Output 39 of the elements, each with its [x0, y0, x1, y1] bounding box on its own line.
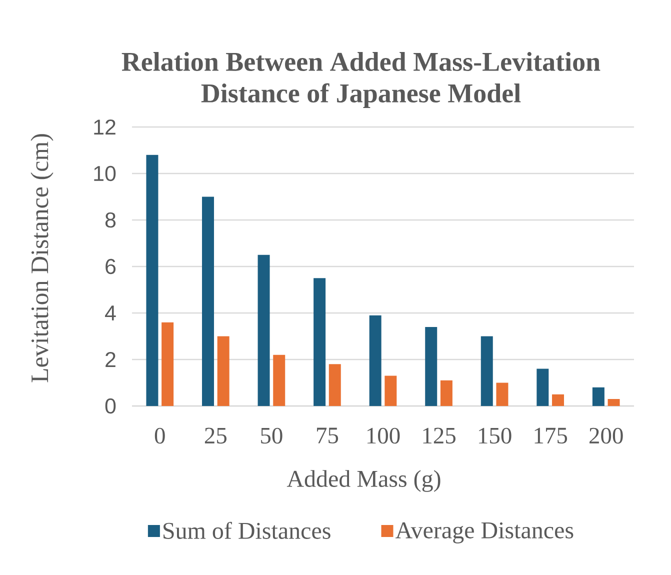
bar: [440, 380, 452, 406]
y-tick-label: 2: [106, 352, 116, 368]
x-tick-label: 150: [479, 428, 512, 444]
bar: [592, 387, 604, 406]
x-tick-label: 0: [154, 428, 165, 444]
x-tick-label: 175: [534, 428, 568, 444]
bar: [217, 336, 230, 406]
y-tick-label: 12: [94, 120, 116, 135]
chart-title: Relation Between Added Mass-Levitation Distance of Japanese Model: [122, 52, 600, 108]
x-tick-label: 100: [367, 428, 400, 444]
bar: [202, 196, 214, 406]
bar: [273, 354, 286, 406]
bar: [608, 399, 620, 406]
y-tick-label: 0: [105, 398, 116, 414]
bar: [384, 376, 397, 406]
y-tick-label: 10: [94, 166, 116, 182]
bar: [146, 154, 158, 406]
bar: [480, 336, 493, 406]
bar: [258, 254, 270, 406]
bar: [369, 315, 382, 406]
bar: [425, 326, 438, 406]
y-tick-label: 4: [104, 306, 116, 320]
bar: [162, 322, 174, 406]
x-tick-label: 125: [423, 428, 456, 444]
bar: [314, 278, 326, 406]
x-tick-label: 75: [317, 428, 338, 444]
x-axis-title: Added Mass (g): [286, 470, 440, 492]
y-tick-label: 6: [106, 258, 116, 274]
y-axis-title: Levitation Distance (cm): [30, 134, 54, 382]
x-tick-label: 50: [261, 428, 282, 444]
y-tick-label: 8: [105, 212, 116, 228]
bar: [496, 382, 508, 406]
legend-label: Average Distances: [395, 522, 574, 544]
bar: [552, 394, 564, 406]
bar: [328, 364, 341, 406]
x-tick-label: 200: [590, 428, 623, 444]
legend-label: Sum of Distances: [164, 522, 330, 539]
x-tick-label: 25: [204, 428, 226, 444]
bar: [536, 368, 549, 406]
